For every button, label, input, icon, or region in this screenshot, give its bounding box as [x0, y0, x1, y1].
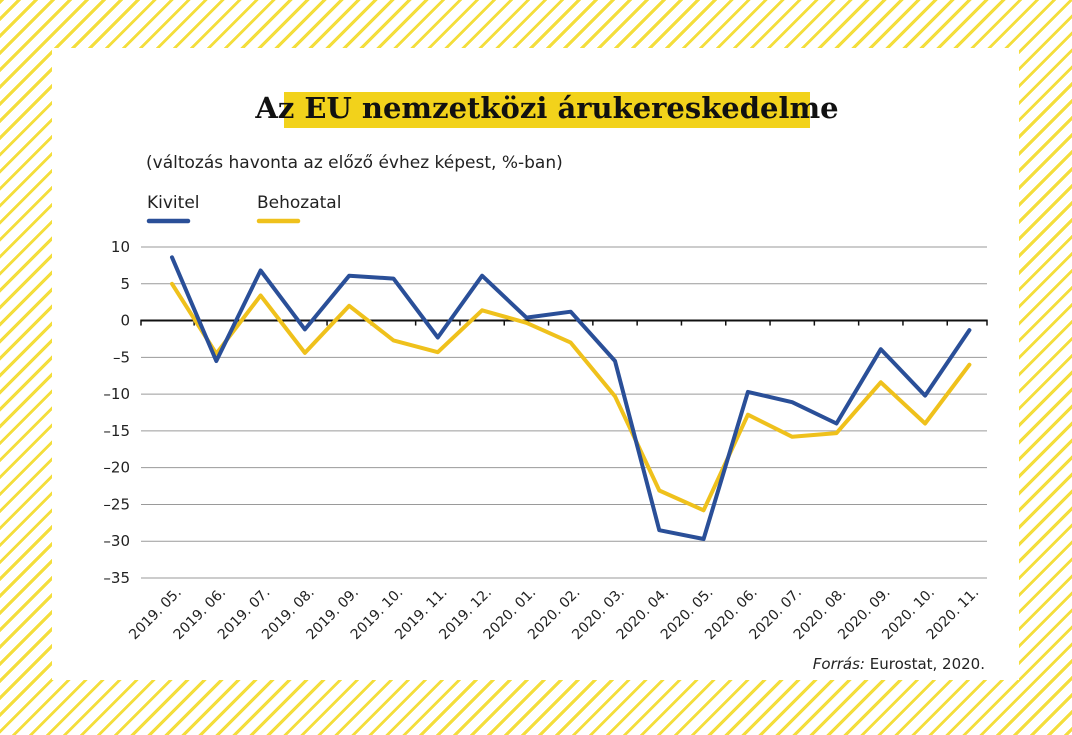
legend-label-kivitel: Kivitel — [147, 193, 200, 213]
y-axis: 10 5 0 –5 –10 –15 –20 –25 –30 –35 — [103, 238, 130, 587]
y-tick-label: 10 — [111, 238, 130, 256]
source-label: Forrás: — [813, 655, 865, 673]
chart-title: Az EU nemzetközi árukereskedelme — [254, 91, 838, 125]
source-text: Eurostat, 2020. — [870, 655, 985, 673]
y-tick-label: –35 — [103, 569, 130, 587]
y-tick-label: –20 — [103, 459, 130, 477]
source-note: Forrás: Eurostat, 2020. — [813, 655, 985, 673]
y-tick-label: 5 — [120, 275, 130, 293]
grid — [140, 246, 988, 579]
series-line-behozatal — [170, 281, 972, 513]
chart-card: Az EU nemzetközi árukereskedelme (változ… — [52, 48, 1019, 680]
y-tick-label: –30 — [103, 532, 130, 550]
chart-subtitle: (változás havonta az előző évhez képest,… — [146, 153, 563, 173]
y-tick-label: –15 — [103, 422, 130, 440]
x-axis: 2019. 05.2019. 06.2019. 07.2019. 08.2019… — [126, 585, 982, 644]
y-tick-label: –5 — [113, 348, 130, 366]
line-chart: Az EU nemzetközi árukereskedelme (változ… — [103, 91, 988, 673]
y-tick-label: 0 — [120, 312, 130, 330]
y-tick-label: –10 — [103, 385, 130, 403]
legend: Kivitel Behozatal — [146, 193, 341, 224]
title-highlight — [284, 92, 810, 128]
legend-label-behozatal: Behozatal — [257, 193, 341, 213]
y-tick-label: –25 — [103, 495, 130, 513]
series-lines — [170, 255, 972, 541]
series-line-kivitel — [170, 255, 972, 541]
